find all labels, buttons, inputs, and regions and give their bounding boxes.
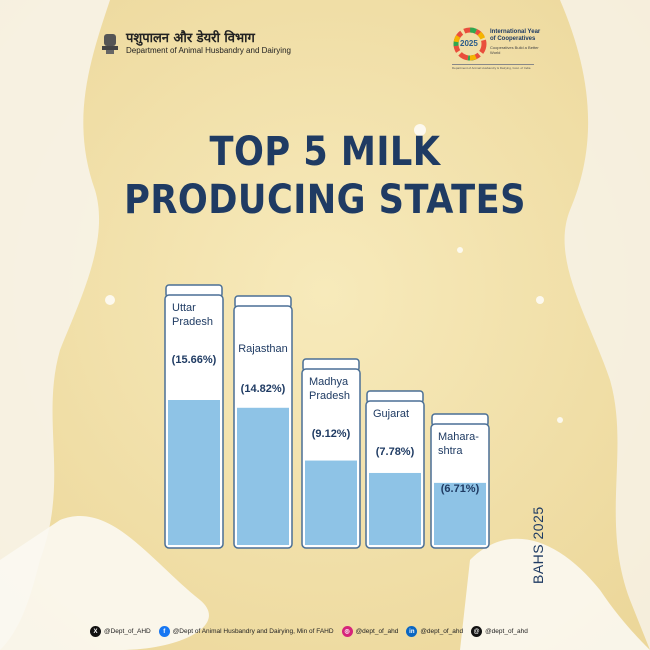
- department-name-hindi: पशुपालन और डेयरी विभाग: [126, 31, 255, 46]
- bar-1: [237, 407, 289, 545]
- social-link-0[interactable]: X @Dept_of_AHD: [90, 626, 151, 637]
- source-label: BAHS 2025: [530, 506, 546, 584]
- coop-divider: [452, 64, 534, 65]
- bar-4: [434, 482, 486, 545]
- instagram-icon: ◎: [341, 626, 353, 637]
- value-label-3: (7.78%): [376, 446, 415, 458]
- social-link-3[interactable]: in @dept_of_ahd: [406, 626, 463, 637]
- category-label-1-0: Rajasthan: [238, 343, 288, 355]
- x-icon: X: [90, 626, 101, 637]
- social-link-4[interactable]: @ @dept_of_ahd: [471, 626, 528, 637]
- social-handle: @dept_of_ahd: [485, 628, 528, 635]
- department-header: पशुपालन और डेयरी विभाग Department of Ani…: [100, 30, 291, 56]
- social-handle: @Dept of Animal Husbandry and Dairying, …: [172, 628, 334, 635]
- chart-title: TOP 5 MILK PRODUCING STATES: [39, 128, 611, 224]
- category-label-3-0: Gujarat: [373, 408, 409, 420]
- social-handle: @Dept_of_AHD: [104, 628, 151, 635]
- coop-subline: Department of Animal Husbandry & Dairyin…: [452, 66, 531, 70]
- facebook-icon: f: [158, 626, 170, 637]
- social-link-1[interactable]: f @Dept of Animal Husbandry and Dairying,…: [158, 626, 334, 637]
- department-name-english: Department of Animal Husbandry and Dairy…: [126, 46, 291, 55]
- social-link-2[interactable]: ◎ @dept_of_ahd: [341, 626, 399, 637]
- category-label-2-0: Madhya: [309, 376, 349, 388]
- bar-2: [305, 460, 357, 545]
- coop-year-number: 2025: [460, 39, 478, 48]
- bar-3: [369, 472, 421, 545]
- cooperatives-ring-icon: [453, 27, 487, 61]
- category-label-0-1: Pradesh: [172, 316, 213, 328]
- category-label-4-0: Mahara-: [438, 431, 479, 443]
- social-footer: X @Dept_of_AHD f @Dept of Animal Husbandry …: [90, 626, 528, 637]
- value-label-0: (15.66%): [172, 354, 217, 366]
- value-label-4: (6.71%): [441, 483, 480, 495]
- threads-icon: @: [471, 626, 483, 637]
- category-label-4-1: shtra: [438, 445, 463, 457]
- social-handle: @dept_of_ahd: [420, 628, 464, 635]
- bar-0: [168, 400, 220, 545]
- value-label-1: (14.82%): [241, 383, 286, 395]
- coop-tagline: Cooperatives Build a Better World: [490, 45, 539, 55]
- chart-title-line-1: TOP 5 MILK: [209, 129, 441, 175]
- social-handle: @dept_of_ahd: [355, 628, 399, 635]
- linkedin-icon: in: [406, 626, 418, 637]
- coop-title: International Year of Cooperatives: [490, 29, 541, 42]
- category-label-2-1: Pradesh: [309, 390, 350, 402]
- chart-title-line-2: PRODUCING STATES: [124, 177, 526, 223]
- national-emblem-icon: [102, 34, 118, 54]
- value-label-2: (9.12%): [312, 428, 351, 440]
- category-label-0-0: Uttar: [172, 302, 196, 314]
